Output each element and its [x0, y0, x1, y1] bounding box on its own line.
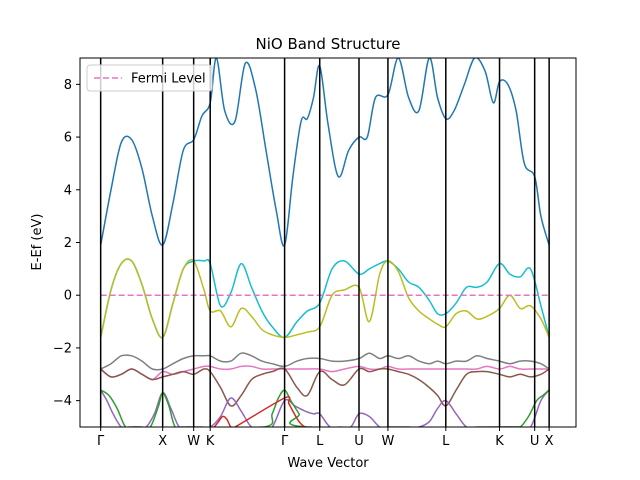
y-axis-label: E-Ef (eV) [30, 214, 45, 271]
band-line-2 [99, 258, 550, 339]
y-tick-label: −4 [53, 394, 72, 409]
band-line-4 [100, 352, 550, 371]
x-tick-label: K [206, 434, 215, 449]
band-lines [99, 58, 550, 427]
y-tick-label: 4 [64, 183, 72, 198]
band-line-6 [100, 367, 550, 407]
band-line-3 [99, 258, 550, 339]
band-line-9 [213, 396, 312, 427]
legend-label: Fermi Level [131, 72, 206, 87]
band-line-8 [100, 389, 550, 427]
y-tick-label: −2 [53, 341, 72, 356]
high-symmetry-lines [99, 58, 550, 427]
x-axis-label: Wave Vector [287, 456, 369, 471]
x-tick-label: W [382, 434, 395, 449]
y-axis-ticks: −4 −2 0 2 4 6 8 [53, 78, 80, 409]
y-tick-label: 6 [64, 131, 72, 146]
x-tick-label: X [158, 434, 167, 449]
x-tick-label: L [442, 434, 450, 449]
y-tick-label: 0 [64, 289, 72, 304]
band-line-7 [100, 389, 550, 427]
x-tick-label: K [495, 434, 504, 449]
x-tick-label: U [354, 434, 364, 449]
legend-box [86, 64, 213, 92]
y-tick-label: 2 [64, 236, 72, 251]
x-tick-label: U [530, 434, 540, 449]
x-tick-label: W [187, 434, 200, 449]
y-tick-label: 8 [64, 78, 72, 93]
x-tick-label: Γ [97, 434, 105, 449]
legend: Fermi Level [86, 64, 213, 92]
x-tick-label: Γ [281, 434, 289, 449]
x-tick-label: L [316, 434, 324, 449]
chart-title: NiO Band Structure [255, 35, 400, 53]
band-line-1 [99, 58, 550, 247]
x-tick-label: X [545, 434, 554, 449]
